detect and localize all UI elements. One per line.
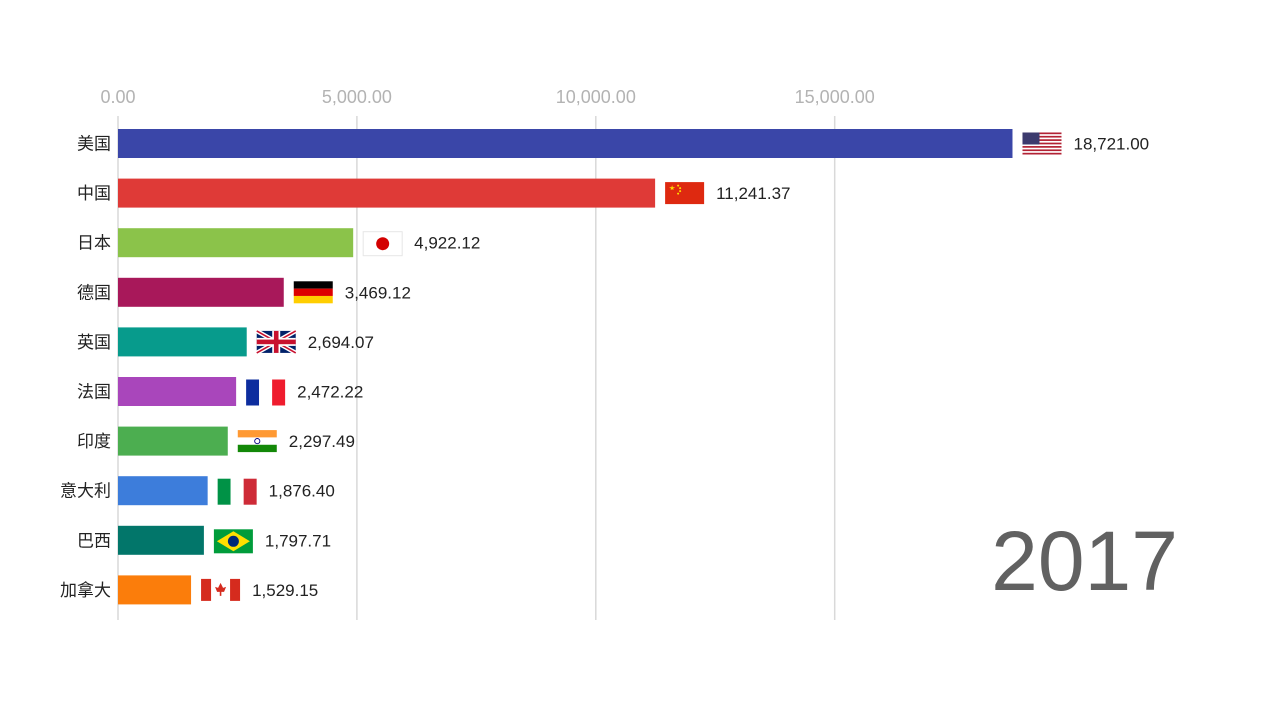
value-label: 4,922.12 (414, 234, 480, 253)
jp-flag-icon (362, 231, 403, 257)
bar (118, 575, 192, 605)
value-label: 11,241.37 (716, 184, 790, 203)
bar (118, 178, 656, 208)
ca-flag-icon (201, 578, 241, 601)
x-tick-label: 15,000.00 (795, 87, 875, 107)
bar (118, 228, 354, 258)
cn-flag-icon (665, 182, 705, 205)
bar (118, 525, 204, 555)
it-flag-icon (217, 478, 257, 505)
bar-row: 法国 2,472.22 (77, 377, 363, 406)
bar (118, 327, 247, 357)
category-label: 意大利 (60, 482, 111, 502)
x-tick-label: 5,000.00 (322, 87, 392, 107)
value-label: 18,721.00 (1073, 135, 1149, 154)
bar-row: 中国 11,241.37 (77, 178, 790, 208)
us-flag-icon (1022, 132, 1062, 157)
bar (118, 377, 237, 406)
category-label: 法国 (77, 383, 111, 403)
gb-flag-icon (255, 328, 297, 355)
x-tick-label: 10,000.00 (556, 87, 636, 107)
category-label: 中国 (77, 184, 111, 204)
in-flag-icon (237, 430, 277, 453)
bars: 美国 18,721.00 中国 11,241.37 日本 4,922.12 德国 3,469.… (60, 129, 1149, 605)
bar-row: 加拿大 1,529.15 (60, 575, 318, 605)
bar-row: 日本 4,922.12 (77, 228, 480, 258)
value-label: 1,876.40 (269, 482, 335, 501)
bar-row: 意大利 1,876.40 (60, 476, 335, 506)
category-label: 英国 (77, 333, 111, 353)
category-label: 美国 (77, 135, 111, 155)
category-label: 日本 (77, 234, 111, 254)
value-label: 2,694.07 (308, 333, 374, 352)
value-label: 3,469.12 (345, 283, 411, 302)
bar-row: 美国 18,721.00 (77, 129, 1149, 158)
bar-row: 巴西 1,797.71 (77, 525, 331, 555)
de-flag-icon (293, 281, 333, 304)
value-label: 1,797.71 (265, 531, 331, 550)
value-label: 2,472.22 (297, 383, 363, 402)
br-flag-icon (213, 529, 253, 554)
bar (118, 129, 1013, 158)
bar (118, 476, 208, 506)
bar-row: 印度 2,297.49 (77, 426, 355, 456)
year-label: 2017 (991, 514, 1178, 608)
category-label: 印度 (77, 432, 111, 452)
x-axis-ticks: 0.00 5,000.00 10,000.00 15,000.00 (100, 87, 874, 107)
bar-row: 英国 2,694.07 (77, 327, 374, 357)
category-label: 巴西 (77, 531, 111, 551)
bar-row: 德国 3,469.12 (77, 277, 411, 307)
bar (118, 277, 284, 307)
category-label: 德国 (77, 283, 111, 303)
fr-flag-icon (246, 379, 286, 406)
bar (118, 426, 228, 456)
value-label: 2,297.49 (289, 432, 355, 451)
category-label: 加拿大 (60, 580, 111, 601)
value-label: 1,529.15 (252, 581, 318, 600)
x-tick-label: 0.00 (100, 87, 135, 107)
